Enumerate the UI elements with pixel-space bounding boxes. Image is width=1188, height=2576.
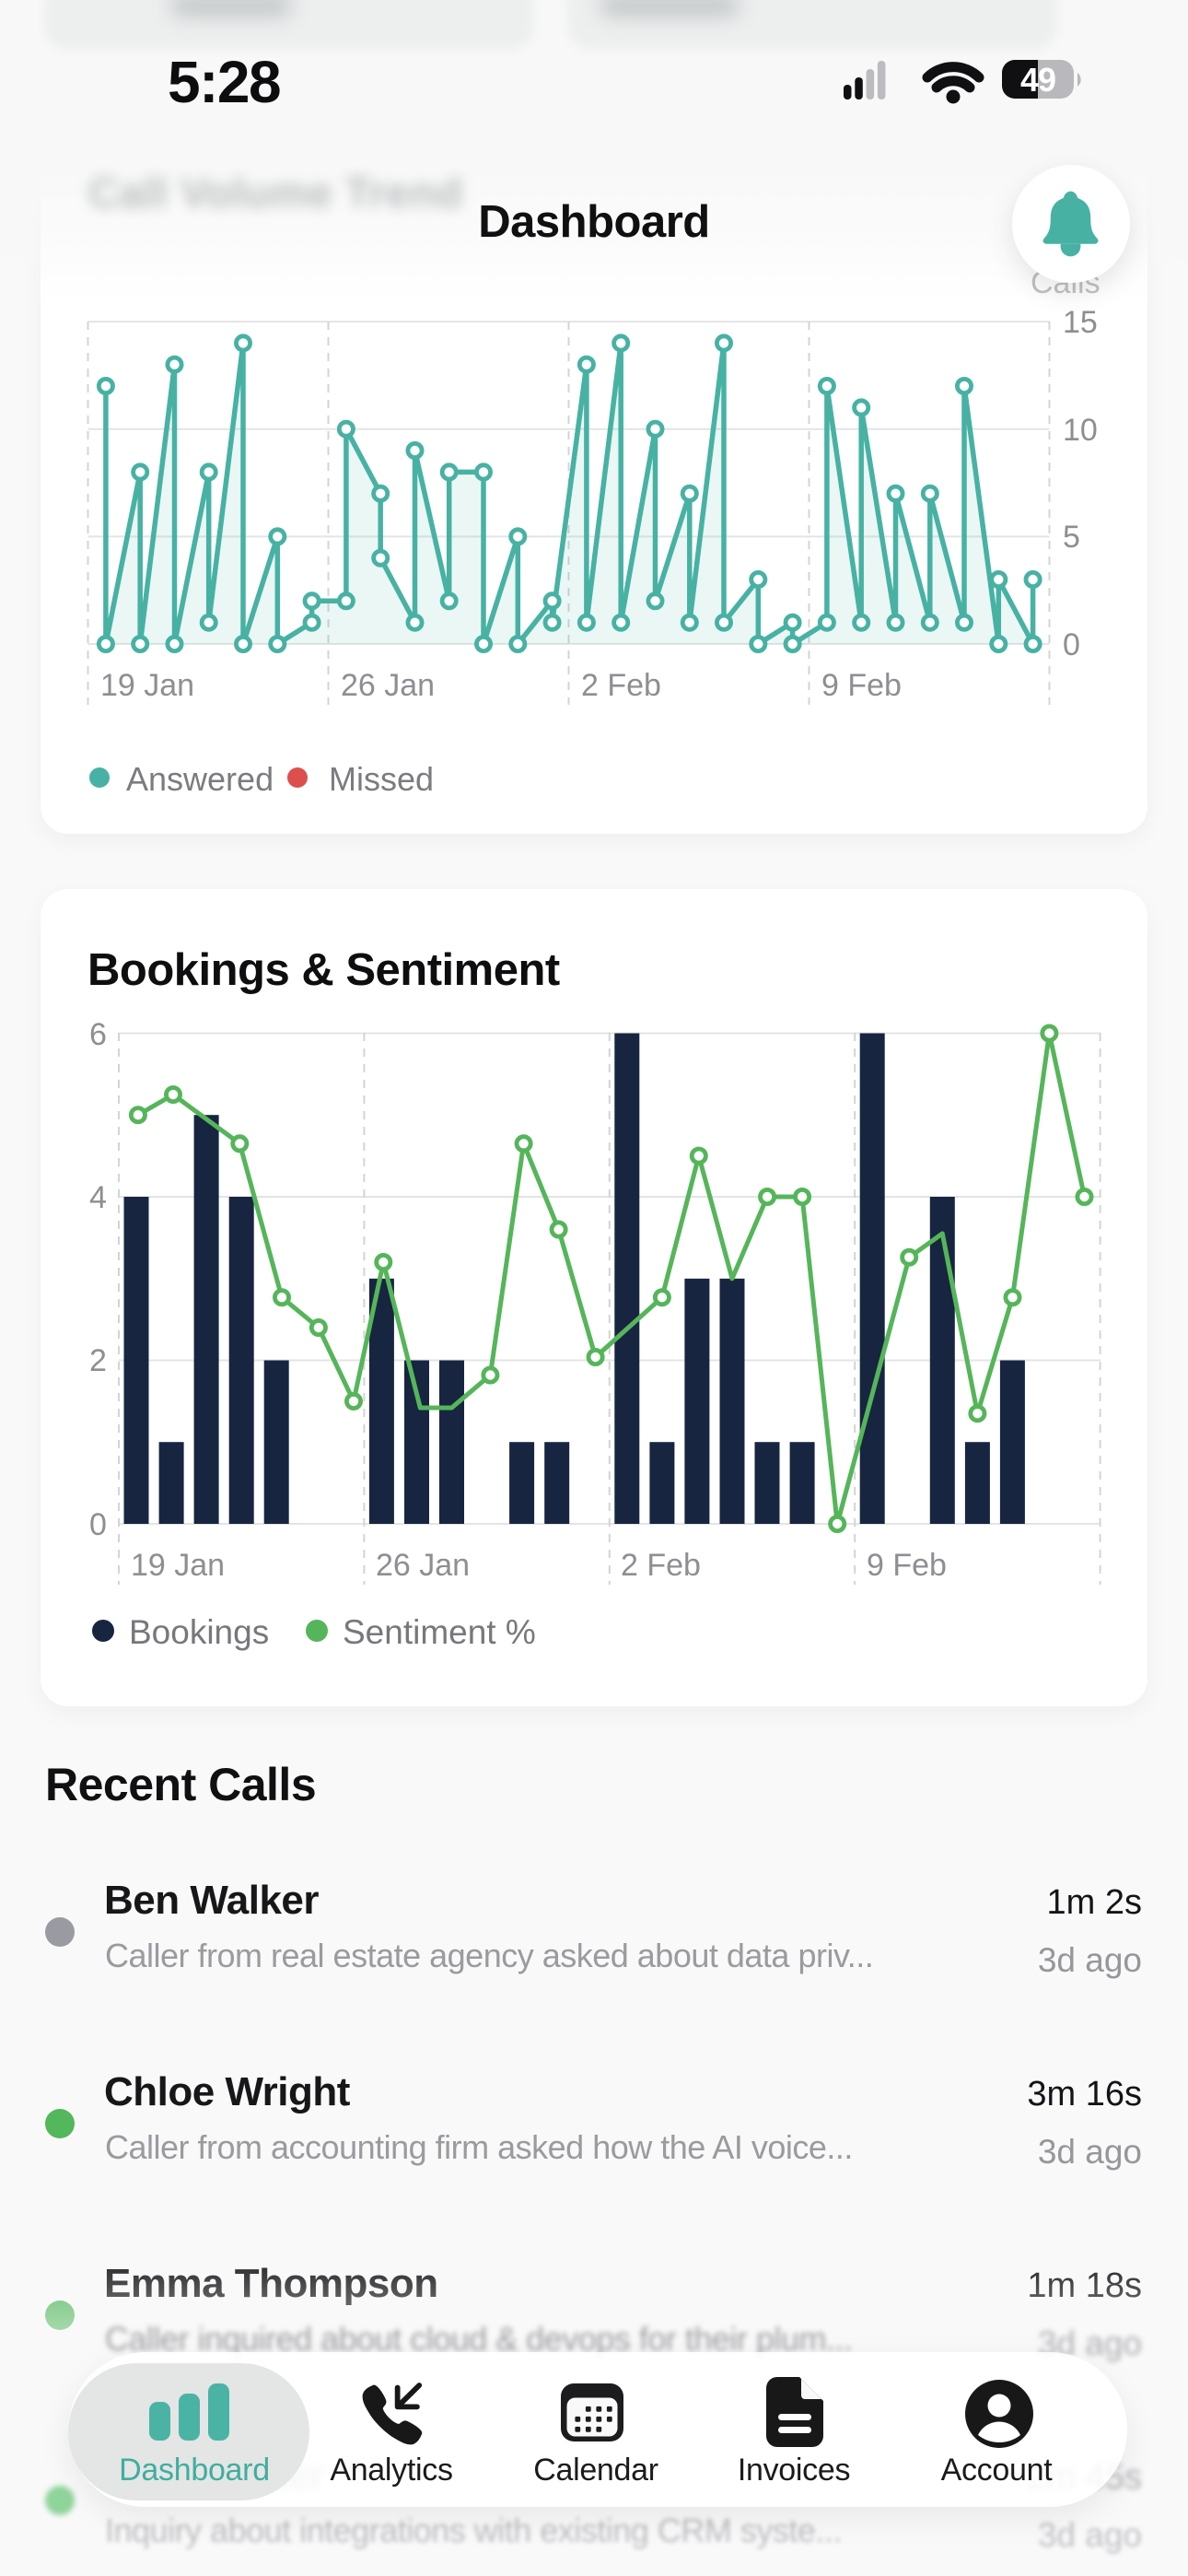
svg-text:2 Feb: 2 Feb [621, 1548, 701, 1583]
svg-text:9 Feb: 9 Feb [867, 1548, 947, 1583]
svg-text:2 Feb: 2 Feb [581, 668, 661, 703]
svg-text:6: 6 [89, 1017, 107, 1052]
svg-text:9 Feb: 9 Feb [821, 668, 902, 703]
svg-text:5: 5 [1063, 520, 1080, 555]
svg-text:0: 0 [1063, 627, 1080, 662]
svg-text:0: 0 [89, 1507, 107, 1542]
svg-text:10: 10 [1063, 413, 1098, 448]
svg-text:49: 49 [1020, 61, 1055, 99]
svg-text:4: 4 [89, 1180, 107, 1215]
svg-text:26 Jan: 26 Jan [341, 668, 435, 703]
svg-text:15: 15 [1063, 305, 1098, 340]
svg-text:19 Jan: 19 Jan [100, 668, 194, 703]
svg-text:2: 2 [89, 1343, 107, 1378]
svg-text:19 Jan: 19 Jan [131, 1548, 225, 1583]
svg-text:26 Jan: 26 Jan [376, 1548, 470, 1583]
